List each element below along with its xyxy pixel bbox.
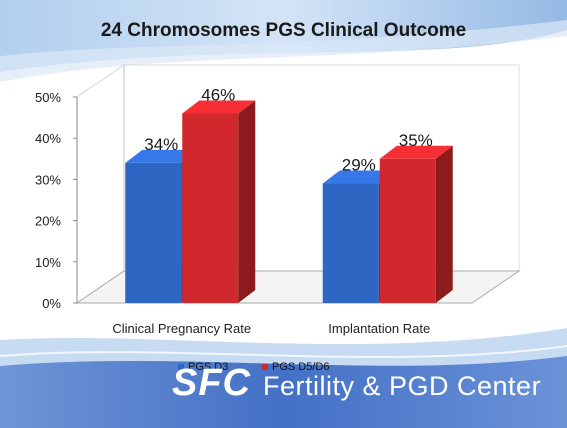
data-label: 29% [342, 156, 376, 175]
y-tick-label: 10% [35, 255, 61, 270]
category-label: Clinical Pregnancy Rate [112, 321, 251, 336]
legend-swatch [262, 364, 268, 370]
y-tick-label: 0% [42, 296, 61, 311]
bar-top [379, 145, 453, 159]
data-label: 34% [144, 135, 178, 154]
data-label: 35% [399, 131, 433, 150]
brand-name: Fertility & PGD Center [263, 371, 542, 401]
data-label: 46% [201, 85, 235, 104]
brand-logo: SFC Fertility & PGD Center [172, 362, 541, 412]
bar-side [435, 145, 453, 303]
legend-entry: PGS D5/D6 [272, 361, 329, 373]
bar [379, 158, 436, 303]
bar-side [238, 100, 256, 303]
x-axis-categories: Clinical Pregnancy Rate Implantation Rate [112, 321, 430, 336]
bar-top [182, 100, 256, 114]
bar [322, 183, 379, 303]
legend-entry: PGS D3 [188, 361, 228, 373]
category-label: Implantation Rate [328, 321, 430, 336]
chart-title: 24 Chromosomes PGS Clinical Outcome [100, 20, 467, 41]
y-tick-label: 40% [35, 131, 61, 146]
bars [125, 100, 453, 303]
legend-swatch [178, 364, 184, 370]
brand-mark: SFC [172, 362, 251, 404]
bar-top [125, 149, 199, 163]
y-tick-label: 30% [35, 172, 61, 187]
side-wall [76, 64, 125, 304]
bar [125, 162, 182, 303]
bar-top [322, 170, 396, 184]
y-tick-label: 20% [35, 214, 61, 229]
data-labels: 34% 46% 29% 35% [144, 85, 433, 174]
legend: PGS D3 PGS D5/D6 [178, 361, 329, 373]
y-axis-ticks: 0% 10% 20% 30% 40% 50% [35, 90, 78, 311]
y-tick-label: 50% [35, 90, 61, 105]
bar [182, 113, 239, 303]
